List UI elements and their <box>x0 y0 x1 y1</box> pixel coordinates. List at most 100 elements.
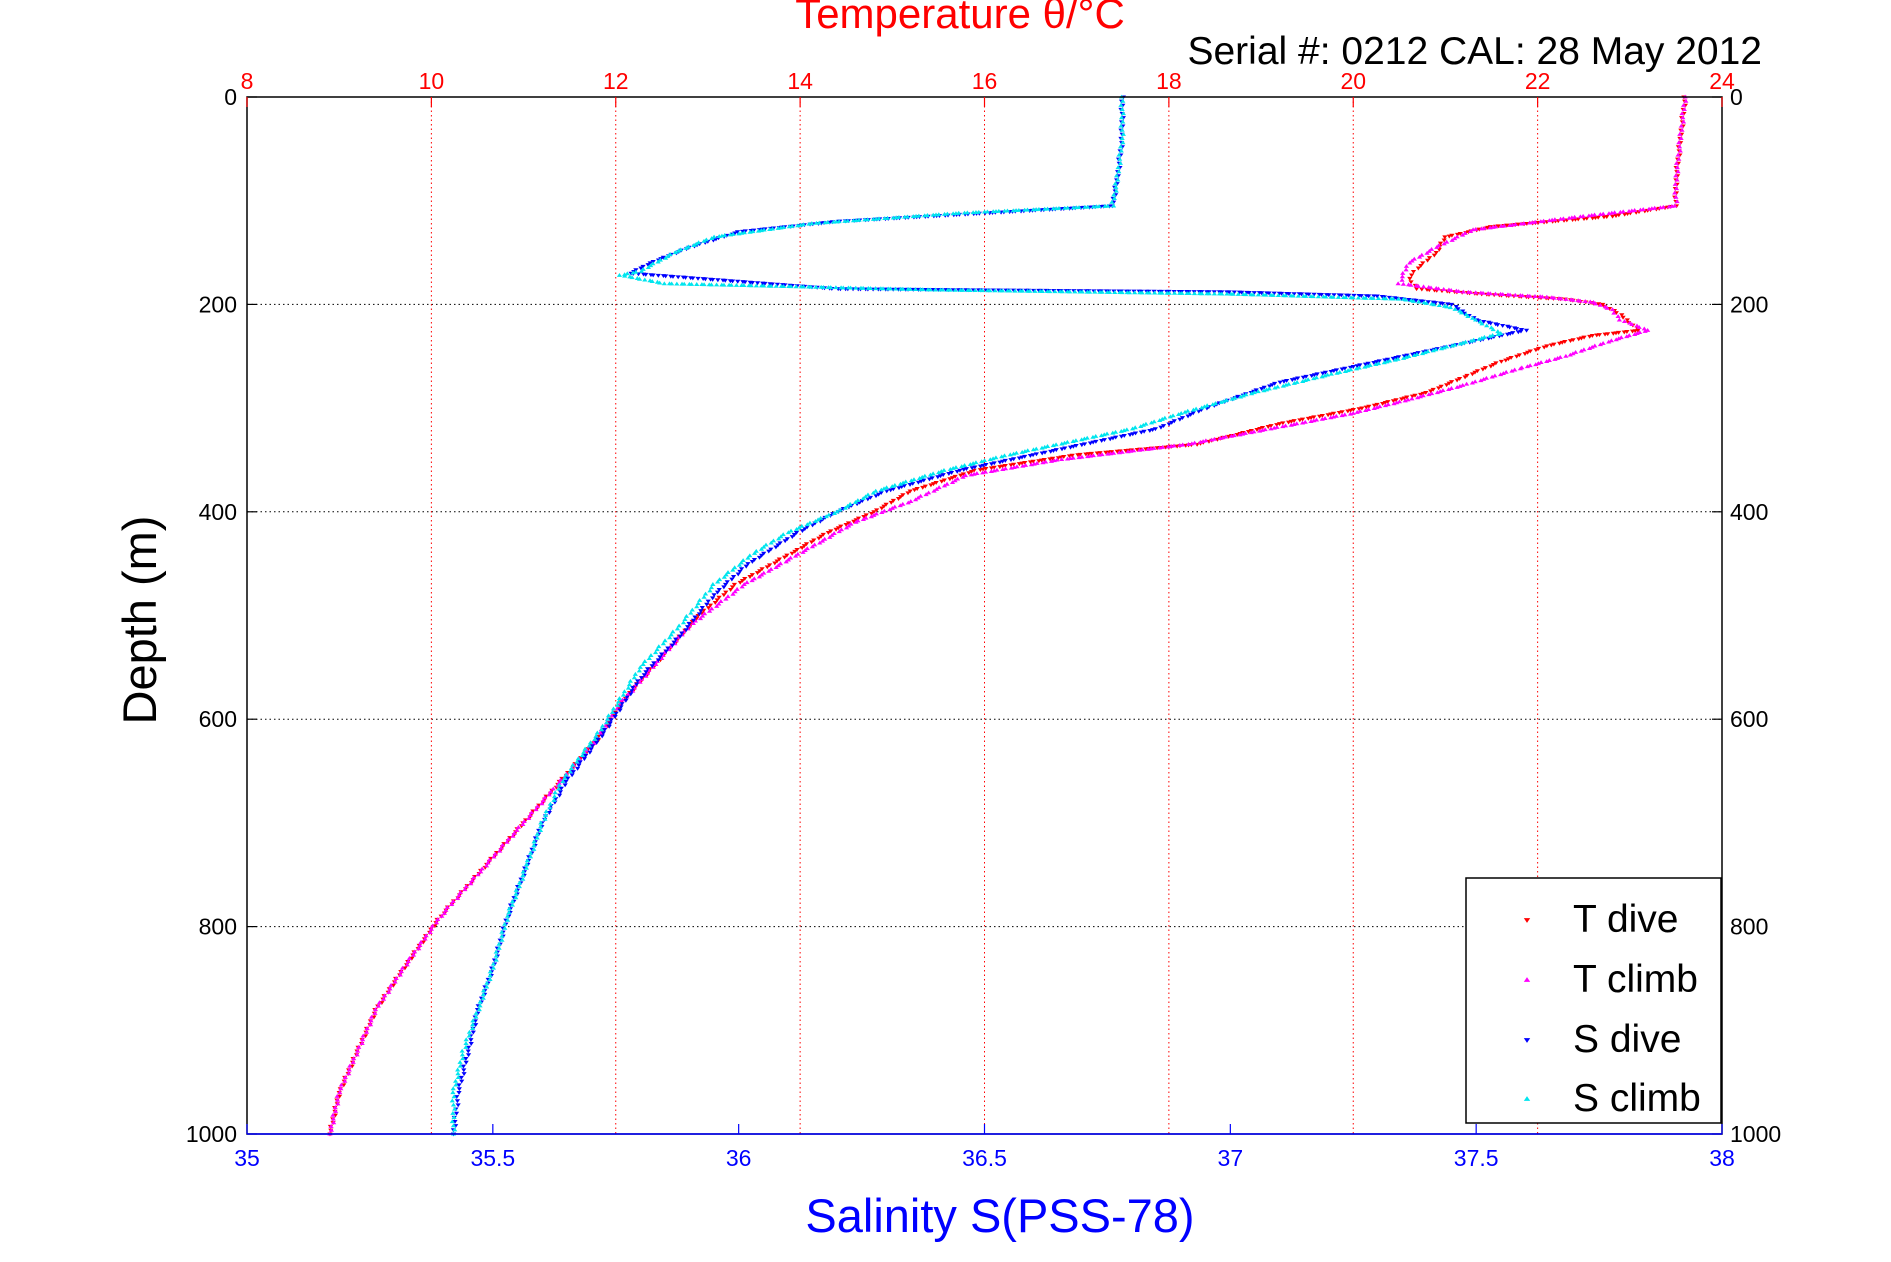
data-point <box>954 469 960 474</box>
data-point <box>1522 352 1528 356</box>
data-point <box>1567 339 1574 344</box>
data-point <box>1407 260 1413 265</box>
data-point <box>1587 334 1593 339</box>
data-point <box>575 756 581 761</box>
data-point <box>736 231 742 236</box>
data-point <box>1678 123 1684 128</box>
data-point <box>477 1003 483 1008</box>
data-point <box>933 486 940 491</box>
data-point <box>741 283 747 288</box>
data-point <box>1253 388 1259 393</box>
data-point <box>838 527 845 532</box>
data-point <box>1419 351 1426 356</box>
data-point <box>999 454 1005 459</box>
data-point <box>1067 289 1073 294</box>
data-point <box>1123 449 1129 453</box>
data-point <box>1438 384 1444 389</box>
data-point <box>1290 293 1296 298</box>
data-point <box>887 286 893 291</box>
data-point <box>630 270 636 275</box>
data-point <box>721 282 727 287</box>
data-point <box>825 530 831 535</box>
data-point <box>827 534 833 539</box>
data-point <box>1043 459 1049 464</box>
data-point <box>804 522 810 527</box>
data-point <box>960 474 966 479</box>
data-point <box>822 536 828 541</box>
data-point <box>1229 396 1235 401</box>
data-point <box>546 810 552 815</box>
data-point <box>863 515 869 520</box>
data-point <box>1508 355 1514 360</box>
data-point <box>557 777 564 782</box>
data-point <box>1364 363 1371 368</box>
data-point <box>702 591 709 596</box>
data-point <box>534 835 540 840</box>
data-point <box>729 577 735 582</box>
data-point <box>603 720 610 725</box>
data-point <box>1375 296 1382 301</box>
data-point <box>912 287 919 291</box>
data-point <box>697 598 703 602</box>
data-point <box>711 593 717 598</box>
data-point <box>725 570 731 574</box>
data-point <box>1223 397 1230 402</box>
data-point <box>753 283 759 288</box>
data-point <box>470 1030 476 1035</box>
data-point <box>947 477 953 482</box>
data-point <box>1391 401 1397 406</box>
data-point <box>712 600 718 605</box>
data-point <box>1544 344 1550 349</box>
data-point <box>461 1072 467 1077</box>
data-point <box>1381 360 1387 365</box>
data-point <box>848 285 854 290</box>
data-point <box>513 887 519 892</box>
data-point <box>1354 409 1360 414</box>
data-point <box>1059 289 1065 294</box>
data-point <box>1505 332 1511 337</box>
data-point <box>1274 423 1280 427</box>
data-point <box>683 613 690 618</box>
data-point <box>899 485 905 490</box>
data-point <box>1488 364 1494 369</box>
data-point <box>604 716 611 721</box>
data-point <box>1269 383 1275 388</box>
data-point <box>1050 206 1056 211</box>
data-point <box>1507 292 1513 297</box>
data-point <box>342 1078 348 1083</box>
data-point <box>1251 390 1257 395</box>
data-point <box>429 923 436 928</box>
data-point <box>907 482 913 487</box>
data-point <box>520 869 526 874</box>
data-point <box>441 910 448 915</box>
data-point <box>1115 177 1121 182</box>
data-point <box>1597 302 1603 307</box>
data-point <box>1093 434 1099 438</box>
data-point <box>1313 375 1320 380</box>
data-point <box>1512 292 1518 297</box>
data-point <box>1342 369 1348 373</box>
data-point <box>911 488 918 493</box>
data-point <box>1401 355 1407 360</box>
data-point <box>1454 385 1460 389</box>
data-point <box>463 1057 469 1061</box>
data-point <box>813 284 819 289</box>
data-point <box>710 596 716 601</box>
data-point <box>1308 419 1314 423</box>
data-point <box>969 466 975 471</box>
data-point <box>540 798 546 803</box>
data-point <box>1175 412 1182 417</box>
data-point <box>1059 457 1065 462</box>
data-point <box>670 275 676 279</box>
x-bottom-tick-label: 37.5 <box>1454 1145 1499 1171</box>
data-point <box>1582 299 1588 304</box>
data-point <box>490 965 497 970</box>
data-point <box>941 467 947 472</box>
data-point <box>372 1010 378 1015</box>
data-point <box>399 965 406 970</box>
data-point <box>1011 465 1017 469</box>
data-point <box>735 279 741 284</box>
data-point <box>921 478 927 483</box>
data-point <box>1105 451 1111 456</box>
data-point <box>1425 300 1431 305</box>
